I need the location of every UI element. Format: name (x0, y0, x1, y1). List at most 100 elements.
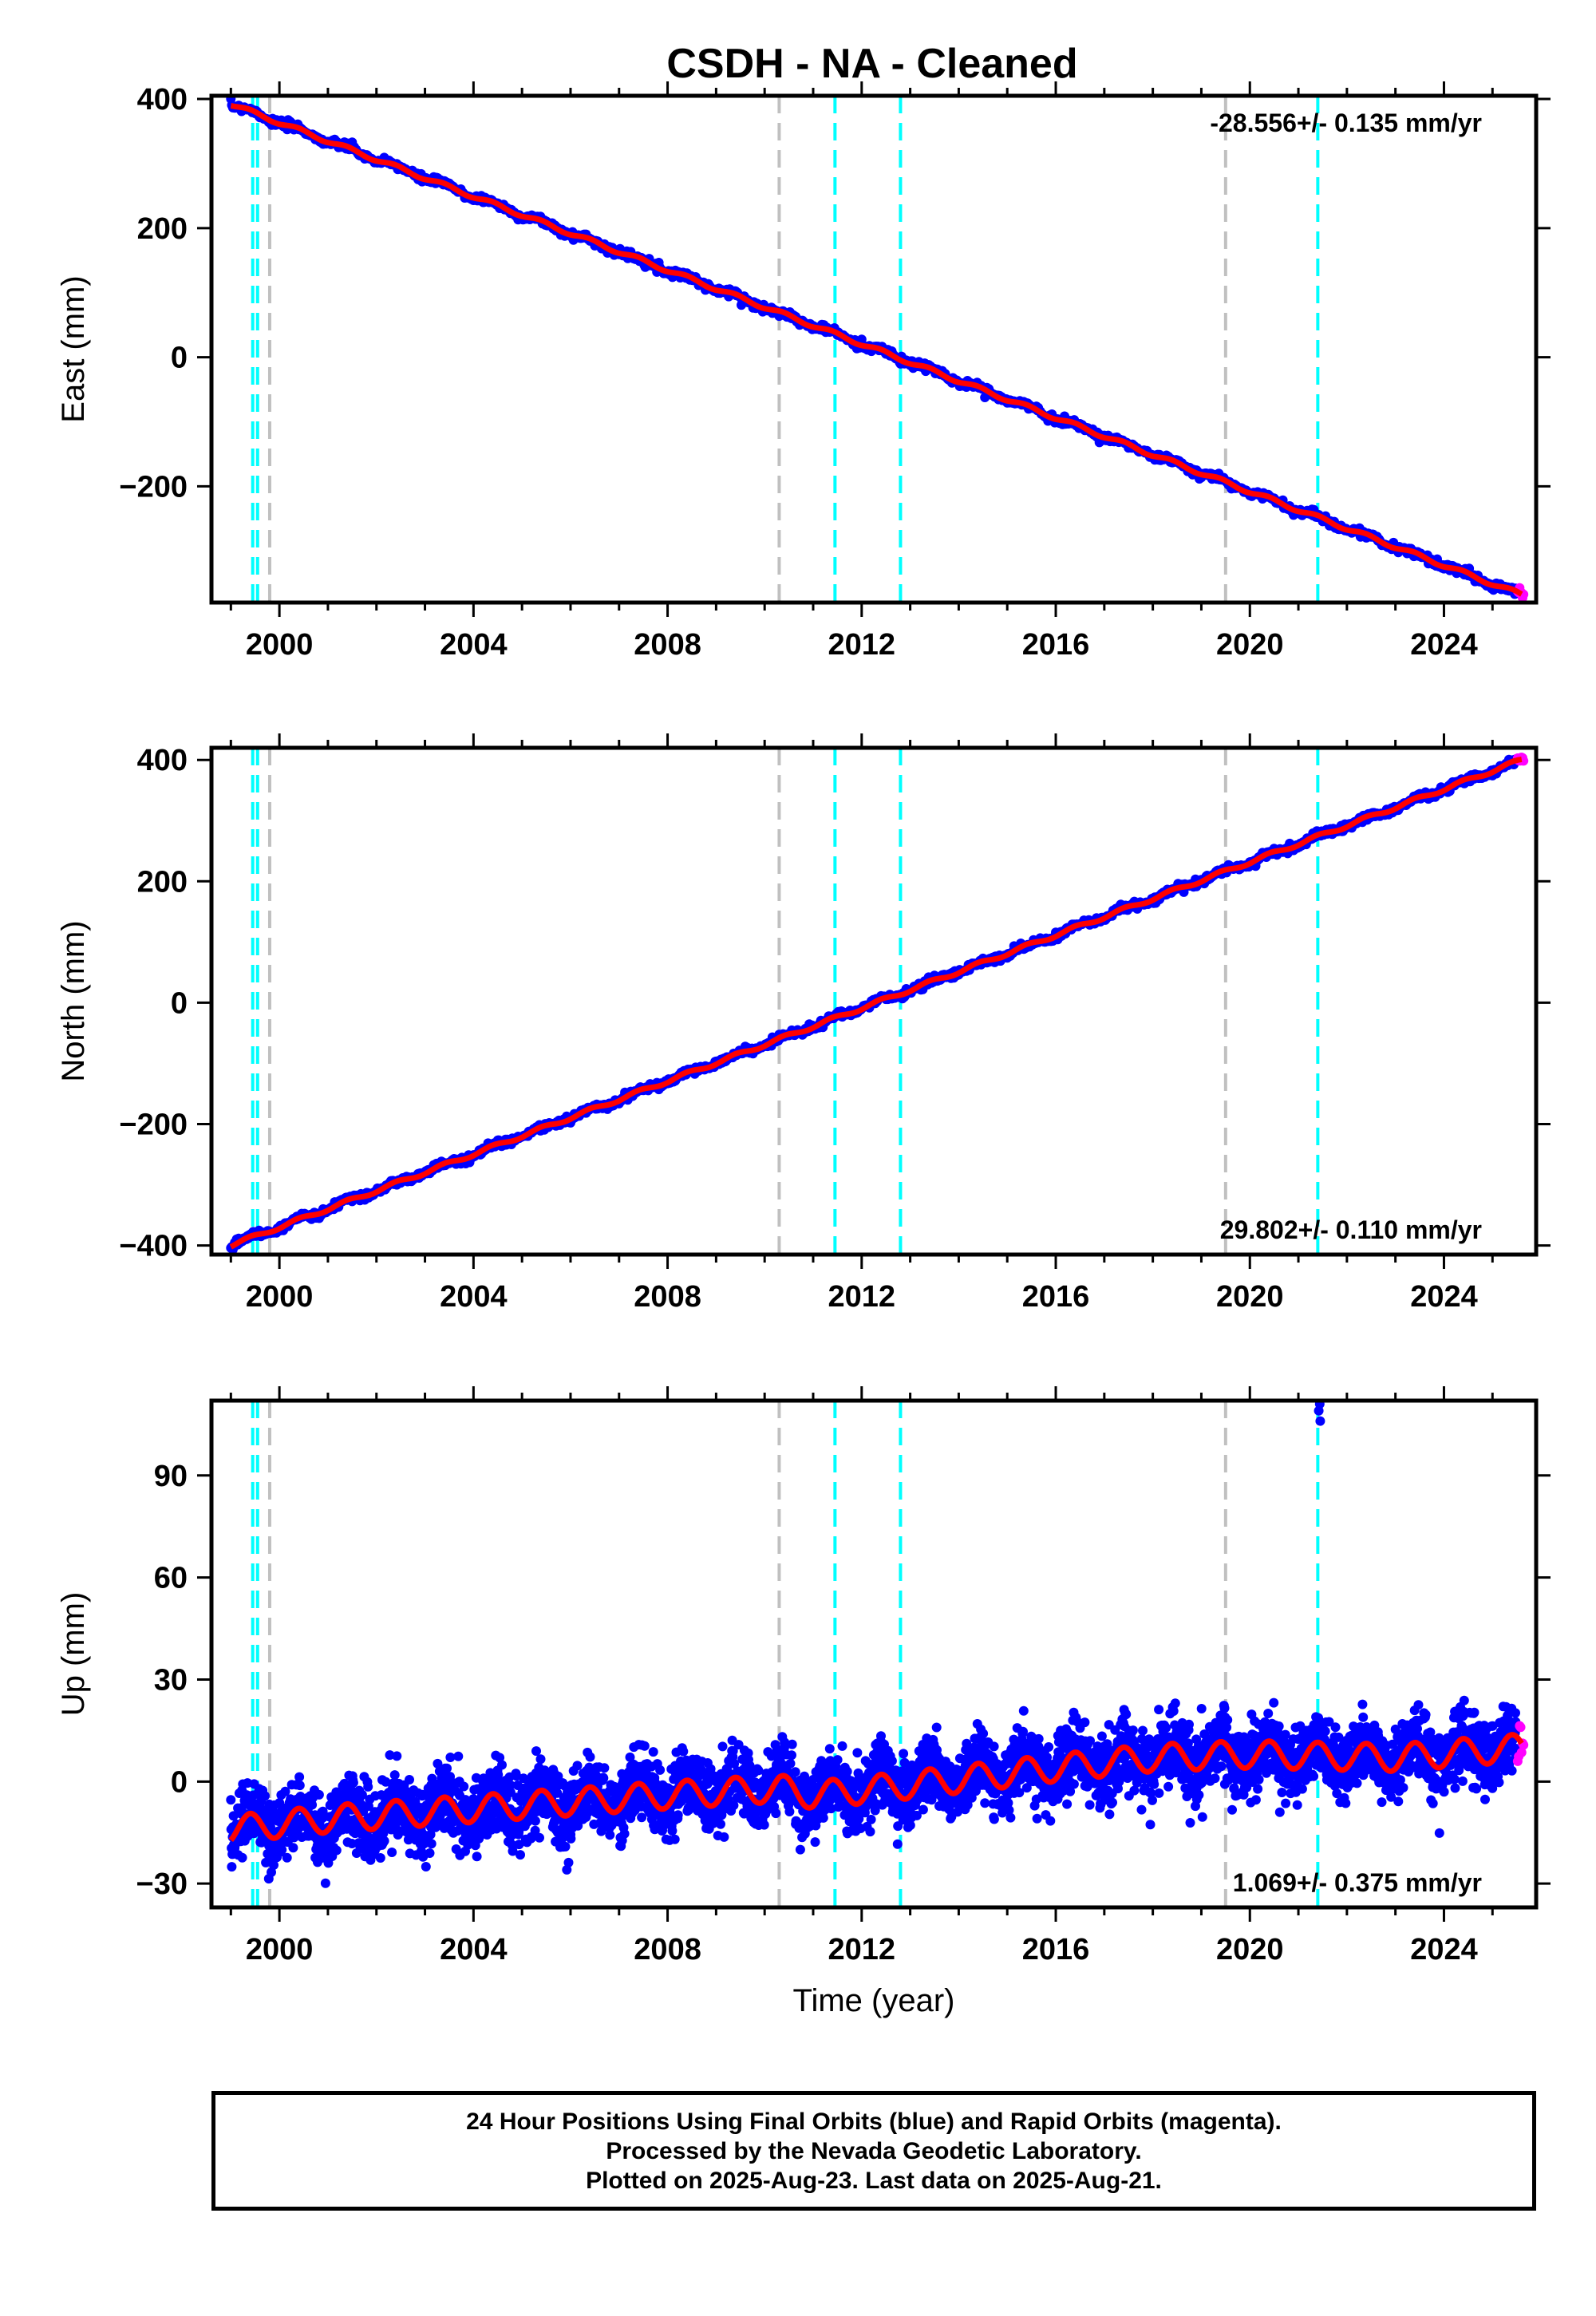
y-tick-label: −200 (119, 1108, 188, 1141)
data-point (787, 1750, 796, 1761)
data-point (560, 1841, 571, 1852)
north-rate-label: 29.802+/- 0.110 mm/yr (1220, 1215, 1482, 1244)
x-tick-label: 2012 (828, 628, 896, 662)
x-tick-label: 2008 (634, 1280, 701, 1314)
data-point (294, 1772, 305, 1782)
data-point (771, 1808, 781, 1819)
x-tick-label: 2016 (1022, 1280, 1090, 1314)
y-tick-label: −200 (119, 470, 188, 504)
y-tick-label: 400 (137, 744, 188, 777)
data-point (563, 1857, 574, 1867)
up-final-orbit-points (226, 1399, 1522, 1888)
x-tick-label: 2004 (440, 628, 508, 662)
data-point (282, 1852, 292, 1863)
y-tick-label: −400 (119, 1230, 188, 1263)
data-point (655, 1765, 666, 1775)
data-point (818, 1812, 828, 1823)
east-rate-label: -28.556+/- 0.135 mm/yr (1210, 109, 1482, 137)
y-tick-label: 0 (171, 342, 188, 375)
data-point (670, 1834, 680, 1844)
data-point (426, 1839, 437, 1849)
data-point (379, 1836, 389, 1846)
data-point (837, 1741, 847, 1751)
data-point (810, 1837, 820, 1848)
data-point (716, 1819, 725, 1829)
data-point (348, 1777, 358, 1788)
x-tick-label: 2000 (246, 1280, 314, 1314)
data-point (637, 1812, 647, 1823)
data-point (832, 1755, 843, 1765)
data-point (227, 1862, 237, 1872)
y-tick-label: 200 (137, 212, 188, 246)
north-panel: 2000 2004 2008 2012 2016 2020 2024 −400 −200 0 200… (56, 733, 1551, 1314)
data-point (535, 1832, 544, 1843)
y-tick-label: 200 (137, 865, 188, 899)
data-point (226, 1795, 236, 1805)
east-model-fit-line (230, 103, 1523, 597)
data-point (288, 1843, 298, 1853)
data-point (389, 1770, 400, 1780)
data-point (453, 1751, 464, 1761)
data-point (516, 1850, 525, 1860)
data-point (425, 1848, 435, 1858)
data-point (824, 1744, 835, 1754)
data-point (320, 1878, 330, 1888)
x-tick-label: 2016 (1022, 628, 1090, 662)
data-point (277, 1844, 287, 1855)
east-event-lines (251, 96, 1320, 603)
data-point (387, 1848, 397, 1857)
data-point (363, 1781, 373, 1792)
east-panel: 2000 2004 2008 2012 2016 2020 2024 −200 0 200 400 E… (56, 81, 1551, 662)
x-tick-label: 2020 (1216, 628, 1284, 662)
x-tick-label: 2000 (246, 628, 314, 662)
data-point (497, 1760, 507, 1770)
data-point (331, 1845, 342, 1856)
x-tick-label: 2020 (1216, 1280, 1284, 1314)
data-point (795, 1844, 805, 1855)
data-point (787, 1739, 797, 1749)
data-point (421, 1862, 431, 1871)
x-tick-label: 2012 (828, 1280, 896, 1314)
data-point (673, 1810, 683, 1820)
chart-title: CSDH - NA - Cleaned (666, 41, 1077, 87)
data-point (405, 1775, 414, 1784)
data-point (784, 1807, 795, 1816)
data-point (605, 1830, 615, 1840)
x-tick-label: 2024 (1410, 1280, 1478, 1314)
data-point (717, 1741, 728, 1752)
data-point (294, 1780, 305, 1791)
data-point (639, 1741, 650, 1751)
x-tick-label: 2024 (1410, 628, 1478, 662)
data-point (619, 1828, 630, 1839)
data-point (566, 1833, 576, 1844)
data-point (648, 1747, 658, 1757)
data-point (598, 1773, 609, 1783)
up-panel: 2000 2004 2008 2012 2016 2020 2024−300306090Up… (56, 1386, 1551, 2018)
data-point (260, 1791, 270, 1801)
data-point (599, 1763, 610, 1773)
data-point (530, 1816, 540, 1826)
data-point (392, 1751, 402, 1761)
data-point (472, 1852, 482, 1862)
y-tick-label: 400 (137, 83, 188, 117)
data-point (442, 1763, 452, 1773)
data-point (459, 1781, 469, 1792)
data-point (375, 1853, 385, 1863)
x-tick-label: 2008 (634, 628, 701, 662)
data-point (572, 1761, 583, 1771)
north-model-fit-line (229, 757, 1523, 1250)
data-point (531, 1746, 541, 1757)
x-tick-label: 2004 (440, 1280, 508, 1314)
data-point (785, 1758, 796, 1769)
data-point (314, 1789, 324, 1800)
data-point (667, 1826, 678, 1836)
data-point (535, 1754, 546, 1765)
data-point (719, 1832, 729, 1842)
data-point (842, 1766, 852, 1777)
north-y-axis-label: North (mm) (56, 920, 91, 1081)
y-tick-label: 0 (171, 986, 188, 1020)
east-y-axis-label: East (mm) (56, 275, 91, 422)
data-point (790, 1767, 800, 1777)
data-point (237, 1852, 247, 1863)
